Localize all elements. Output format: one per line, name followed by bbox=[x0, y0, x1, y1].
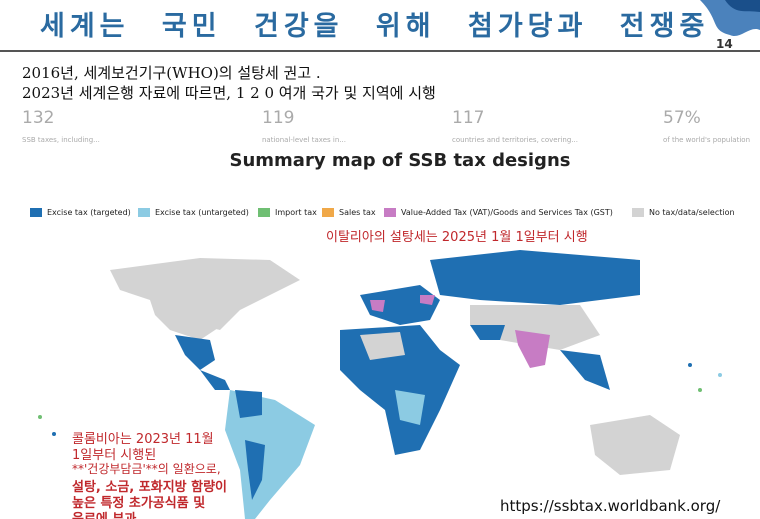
annotation-line: 음료에 부과 bbox=[72, 508, 136, 519]
legend-label: Sales tax bbox=[339, 208, 376, 217]
stat-label: national-level taxes in... bbox=[262, 136, 346, 144]
stat-label: SSB taxes, including... bbox=[22, 136, 100, 144]
text-line: 2016년, 세계보건기구(WHO)의 설탕세 권고 . bbox=[22, 64, 321, 82]
region bbox=[395, 390, 425, 425]
region bbox=[470, 325, 505, 340]
legend-label: Value-Added Tax (VAT)/Goods and Services… bbox=[401, 208, 613, 217]
region bbox=[235, 390, 262, 418]
stat-number: 117 bbox=[452, 108, 485, 128]
legend-item: Excise tax (untargeted) bbox=[138, 208, 249, 217]
title-rule bbox=[0, 50, 760, 52]
region bbox=[420, 295, 435, 305]
region bbox=[370, 300, 385, 312]
annotation-line: 콜롬비아는 2023년 11월 bbox=[72, 432, 214, 447]
world-map bbox=[38, 250, 722, 519]
stat-label: of the world's population bbox=[663, 136, 751, 144]
annotation-line: **'건강부담금'**의 일환으로, bbox=[72, 462, 221, 476]
island bbox=[52, 432, 56, 436]
island bbox=[688, 363, 692, 367]
region bbox=[110, 258, 300, 330]
legend-label: Excise tax (untargeted) bbox=[155, 208, 249, 217]
legend-item: Sales tax bbox=[322, 208, 376, 217]
region bbox=[470, 305, 600, 350]
region bbox=[360, 332, 405, 360]
source-url: https://ssbtax.worldbank.org/ bbox=[500, 497, 721, 515]
legend-item: Value-Added Tax (VAT)/Goods and Services… bbox=[384, 208, 613, 217]
region bbox=[225, 390, 315, 519]
legend-item: Excise tax (targeted) bbox=[30, 208, 131, 217]
map-title: Summary map of SSB tax designs bbox=[229, 150, 571, 171]
text-line: 2023년 세계은행 자료에 따르면, 1 2 0 여개 국가 및 지역에 시행 bbox=[22, 84, 436, 102]
island bbox=[38, 415, 42, 419]
region bbox=[245, 440, 265, 500]
region bbox=[175, 335, 215, 370]
region bbox=[150, 300, 230, 340]
decoration bbox=[700, 0, 760, 37]
island bbox=[698, 388, 702, 392]
island bbox=[718, 373, 722, 377]
region bbox=[200, 370, 230, 390]
region bbox=[515, 330, 550, 368]
legend-item: Import tax bbox=[258, 208, 317, 217]
region bbox=[590, 415, 680, 475]
stat-number: 132 bbox=[22, 108, 55, 128]
stat-number: 57% bbox=[663, 108, 701, 128]
legend-label: Import tax bbox=[275, 208, 317, 217]
slide-title: 세계는 국민 건강을 위해 첨가당과 전쟁중 bbox=[40, 11, 710, 42]
annotation: 이탈리아의 설탕세는 2025년 1월 1일부터 시행 bbox=[326, 230, 588, 245]
legend-item: No tax/data/selection bbox=[632, 208, 735, 217]
region bbox=[560, 350, 610, 390]
stat-number: 119 bbox=[262, 108, 295, 128]
annotation-line: 설탕, 소금, 포화지방 함량이 bbox=[72, 480, 228, 495]
page-number: 14 bbox=[716, 37, 733, 51]
legend-label: Excise tax (targeted) bbox=[47, 208, 131, 217]
legend-label: No tax/data/selection bbox=[649, 208, 735, 217]
region bbox=[430, 250, 640, 305]
annotation-line: 높은 특정 초가공식품 및 bbox=[72, 496, 206, 511]
annotation-line: 1일부터 시행된 bbox=[72, 448, 157, 463]
stat-label: countries and territories, covering... bbox=[452, 136, 578, 144]
